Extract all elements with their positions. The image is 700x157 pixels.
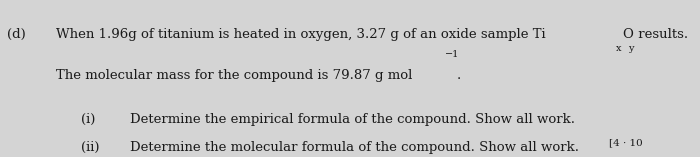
Text: −1: −1 bbox=[445, 50, 459, 59]
Text: (d): (d) bbox=[7, 28, 26, 41]
Text: When 1.96g of titanium is heated in oxygen, 3.27 g of an oxide sample Ti: When 1.96g of titanium is heated in oxyg… bbox=[56, 28, 545, 41]
Text: results.: results. bbox=[634, 28, 688, 41]
Text: (ii): (ii) bbox=[80, 141, 99, 154]
Text: [4 · 10: [4 · 10 bbox=[609, 139, 643, 148]
Text: y: y bbox=[629, 44, 634, 53]
Text: O: O bbox=[622, 28, 633, 41]
Text: x: x bbox=[616, 44, 622, 53]
Text: The molecular mass for the compound is 79.87 g mol: The molecular mass for the compound is 7… bbox=[56, 69, 412, 82]
Text: .: . bbox=[456, 69, 461, 82]
Text: Determine the molecular formula of the compound. Show all work.: Determine the molecular formula of the c… bbox=[130, 141, 578, 154]
Text: Determine the empirical formula of the compound. Show all work.: Determine the empirical formula of the c… bbox=[130, 113, 575, 126]
Text: (i): (i) bbox=[80, 113, 95, 126]
